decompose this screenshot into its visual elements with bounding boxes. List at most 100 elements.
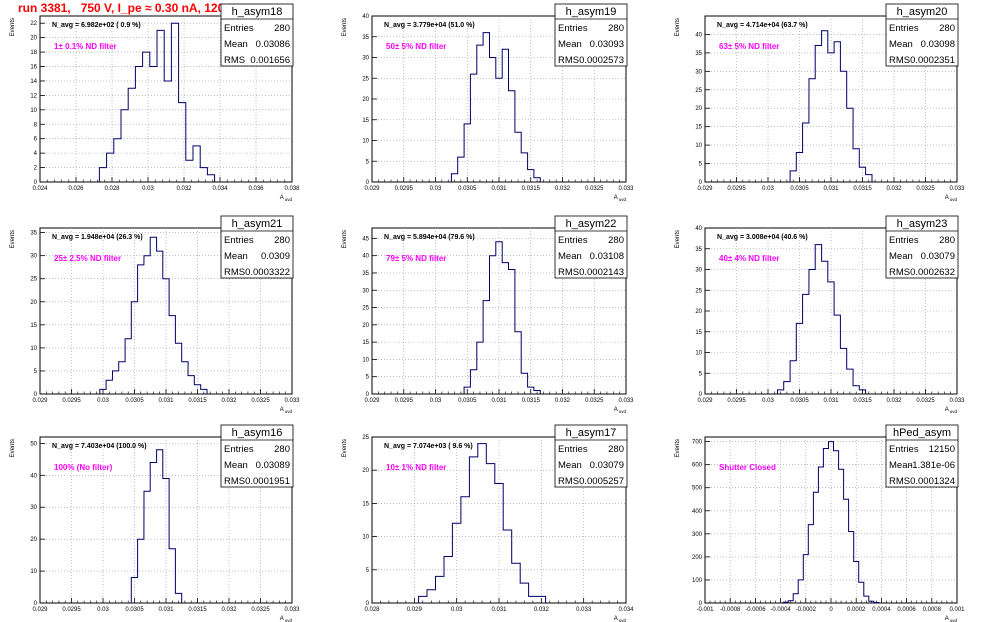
x-tick-label: 0.0295 — [727, 398, 746, 404]
stats-label: Mean — [224, 460, 248, 471]
filter-label: 100% (No filter) — [54, 463, 113, 472]
histogram-name: h_asym22 — [566, 218, 617, 230]
y-tick-label: 0 — [366, 601, 370, 607]
stats-value: 0.03079 — [921, 251, 955, 262]
x-axis-label: Auvd — [945, 195, 958, 202]
y-tick-label: 20 — [30, 36, 37, 42]
stats-value: 280 — [274, 444, 290, 455]
x-tick-label: 0.0315 — [853, 186, 872, 192]
stats-box — [554, 215, 628, 279]
y-tick-label: 40 — [695, 32, 702, 38]
stats-box — [885, 215, 959, 279]
x-tick-label: 0.034 — [618, 607, 634, 613]
x-tick-label: 0.032 — [555, 398, 571, 404]
x-axis-label-subscript: uvd — [619, 409, 627, 414]
stats-value: 0.0001951 — [245, 476, 290, 487]
x-tick-label: 0.03 — [430, 398, 442, 404]
y-tick-label: 0 — [366, 392, 370, 398]
x-axis-label-subscript: uvd — [950, 618, 958, 622]
y-tick-label: 100 — [692, 578, 703, 584]
y-tick-label: 30 — [30, 505, 37, 511]
x-tick-label: 0.001 — [949, 607, 965, 613]
stats-box — [220, 215, 294, 279]
stats-label: Entries — [224, 444, 254, 455]
y-tick-label: 20 — [30, 537, 37, 543]
stats-value: 0.0005257 — [579, 476, 624, 487]
stats-label: RMS — [558, 267, 579, 278]
y-tick-label: 0 — [699, 392, 703, 398]
stats-label: RMS — [889, 267, 910, 278]
y-tick-label: 50 — [30, 441, 37, 447]
x-tick-label: 0.0295 — [62, 607, 81, 613]
x-tick-label: 0.031 — [158, 398, 174, 404]
stats-label: Mean — [558, 39, 582, 50]
stats-label: Mean — [558, 251, 582, 262]
y-tick-label: 15 — [362, 118, 369, 124]
x-tick-label: 0.032 — [555, 186, 571, 192]
x-tick-label: 0.0325 — [251, 398, 270, 404]
histogram-name: h_asym23 — [897, 218, 948, 230]
stats-label: Entries — [224, 235, 254, 246]
x-axis-label-base: A — [280, 616, 284, 622]
x-tick-label: 0.029 — [697, 186, 713, 192]
x-tick-label: 0.029 — [32, 398, 48, 404]
stats-value: 12150 — [929, 444, 955, 455]
stats-value: 0.03086 — [256, 39, 290, 50]
histogram-line — [98, 22, 216, 182]
y-axis-label: Events — [342, 439, 348, 457]
x-tick-label: 0.031 — [823, 186, 839, 192]
filter-label: 25± 2.5% ND filter — [54, 254, 121, 263]
x-tick-label: 0.036 — [248, 186, 264, 192]
y-tick-label: 22 — [30, 21, 37, 27]
y-tick-label: 15 — [30, 323, 37, 329]
y-tick-label: 45 — [362, 236, 369, 242]
y-tick-label: 30 — [30, 254, 37, 260]
y-tick-label: 35 — [695, 247, 702, 253]
y-tick-label: 10 — [362, 535, 369, 541]
x-tick-label: 0.029 — [32, 607, 48, 613]
x-tick-label: 0.032 — [886, 398, 902, 404]
x-tick-label: 0.0305 — [790, 398, 809, 404]
stats-value: 280 — [939, 23, 955, 34]
histogram-pad-h_asym19: 0.029 0.0295 0.03 0.0305 0.031 0.0315 0.032 0.0… — [342, 3, 634, 202]
histogram-name: h_asym21 — [232, 218, 283, 230]
y-tick-label: 20 — [362, 97, 369, 103]
x-tick-label: 0.03 — [97, 607, 109, 613]
stats-value: 280 — [274, 23, 290, 34]
stats-label: Mean — [224, 39, 248, 50]
x-tick-label: 0.029 — [364, 186, 380, 192]
stats-label: RMS — [889, 55, 910, 66]
stats-value: 0.0002351 — [910, 55, 955, 66]
y-tick-label: 10 — [30, 569, 37, 575]
x-tick-label: 0.0315 — [522, 398, 541, 404]
y-tick-label: 6 — [34, 137, 38, 143]
histogram-line — [130, 449, 183, 603]
stats-value: 280 — [939, 235, 955, 246]
y-tick-label: 700 — [692, 440, 703, 446]
y-tick-label: 20 — [695, 106, 702, 112]
y-tick-label: 8 — [34, 122, 38, 128]
y-tick-label: 0 — [34, 601, 38, 607]
stats-label: Entries — [558, 235, 588, 246]
y-tick-label: 10 — [695, 143, 702, 149]
x-tick-label: 0.0004 — [872, 607, 891, 613]
x-axis-label-subscript: uvd — [950, 409, 958, 414]
stats-value: 280 — [608, 444, 624, 455]
histogram-pad-h_asym23: 0.029 0.0295 0.03 0.0305 0.031 0.0315 0.032 0.0… — [675, 215, 965, 414]
x-tick-label: 0.031 — [491, 398, 507, 404]
y-tick-label: 10 — [362, 357, 369, 363]
x-tick-label: 0.032 — [221, 398, 237, 404]
x-axis-label-base: A — [614, 407, 618, 413]
y-tick-label: 30 — [362, 56, 369, 62]
histogram-pad-h_asym17: 0.028 0.029 0.03 0.031 0.032 0.033 0.034 0 5 10 15… — [342, 424, 634, 622]
filter-label: 1± 0.1% ND filter — [54, 42, 117, 51]
stats-value: 0.0002143 — [579, 267, 624, 278]
x-tick-label: 0.0295 — [62, 398, 81, 404]
histogram-line — [777, 244, 867, 394]
x-axis-label-base: A — [945, 407, 949, 413]
x-axis-label: Auvd — [614, 616, 627, 622]
stats-label: Entries — [558, 23, 588, 34]
x-tick-label: 0.03 — [97, 398, 109, 404]
histogram-line — [418, 443, 547, 603]
x-tick-label: 0.0295 — [395, 186, 414, 192]
